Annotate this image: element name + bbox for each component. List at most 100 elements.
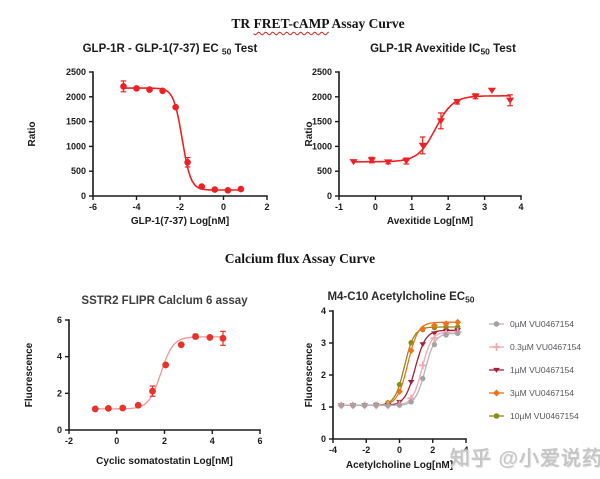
y-tick-label: 0	[327, 191, 332, 201]
y-tick-label: 2500	[66, 67, 86, 77]
data-point-marker	[408, 399, 414, 405]
data-point-marker	[407, 380, 415, 385]
x-axis-label: Cyclic somatostatin Log[nM]	[96, 456, 233, 467]
data-point-marker	[350, 402, 356, 409]
x-tick-label: -2	[65, 436, 73, 446]
x-tick-label: 2	[162, 436, 167, 446]
legend-entry: 3µM VU0467154	[489, 388, 574, 398]
legend-label: 0µM VU0467154	[510, 319, 574, 329]
fit-curve	[353, 95, 511, 163]
x-tick-label: -2	[362, 445, 370, 455]
y-tick-label: 2	[57, 388, 62, 398]
header-top-pre: TR	[231, 16, 254, 31]
series	[120, 80, 245, 194]
data-point-marker	[487, 87, 496, 94]
series	[338, 330, 461, 409]
data-point-marker	[219, 334, 227, 342]
x-tick-label: 1	[409, 202, 414, 212]
data-point-marker	[402, 158, 411, 165]
data-point-marker	[159, 87, 166, 95]
y-tick-label: 500	[71, 166, 86, 176]
y-tick-label: 4	[321, 306, 326, 316]
data-point-marker	[493, 367, 500, 373]
data-point-marker	[442, 320, 450, 328]
x-tick-label: 4	[518, 202, 523, 212]
data-point-marker	[420, 375, 426, 382]
data-point-marker	[338, 402, 345, 409]
data-point-marker	[91, 405, 99, 413]
data-point-marker	[418, 142, 427, 149]
y-tick-label: 2	[321, 370, 326, 380]
y-tick-label: 0	[81, 191, 86, 201]
y-tick-label: 1	[321, 402, 326, 412]
y-axis-label: Ratio	[304, 122, 315, 147]
legend-label: 3µM VU0467154	[510, 388, 574, 398]
y-tick-label: 6	[57, 315, 62, 325]
x-axis-label: Acetylcholine Log[nM]	[346, 460, 453, 471]
data-point-marker	[224, 186, 232, 194]
x-tick-label: -4	[329, 445, 337, 455]
data-point-marker	[104, 404, 112, 412]
data-point-marker	[419, 342, 427, 347]
x-tick-label: 2	[264, 202, 269, 212]
legend-entry: 0µM VU0467154	[489, 319, 574, 329]
data-point-marker	[120, 83, 127, 90]
section-header-tr-fret-camp: TR FRET-cAMP Assay Curve	[18, 16, 600, 32]
series	[91, 330, 227, 413]
data-point-marker	[146, 86, 153, 93]
data-point-marker	[198, 183, 206, 190]
y-tick-label: 4	[57, 352, 62, 362]
x-tick-label: 0	[397, 445, 402, 455]
legend-label: 0.3µM VU0467154	[510, 342, 581, 352]
legend-label: 1µM VU0467154	[510, 365, 574, 375]
data-point-marker	[431, 341, 438, 348]
data-point-marker	[493, 389, 500, 397]
legend-entry: 0.3µM VU0467154	[489, 342, 581, 352]
data-point-marker	[505, 97, 515, 104]
x-axis-label: GLP-1(7-37) Log[nM]	[131, 216, 229, 227]
data-point-marker	[367, 157, 376, 164]
series	[338, 324, 461, 409]
data-point-marker	[396, 388, 403, 396]
data-point-marker	[172, 103, 179, 111]
x-tick-label: 0	[221, 202, 226, 212]
data-point-marker	[149, 387, 156, 395]
y-tick-label: 0	[57, 425, 62, 435]
axes: 0 1 2 3 4 -4 -2 0 2 4	[321, 306, 469, 455]
y-tick-label: 1500	[312, 117, 332, 127]
data-point-marker	[454, 318, 462, 326]
data-point-marker	[237, 185, 245, 193]
data-point-marker	[206, 334, 214, 341]
y-tick-label: 1000	[66, 141, 86, 151]
x-tick-label: 4	[210, 436, 215, 446]
y-tick-label: 3	[321, 338, 326, 348]
data-point-marker	[396, 381, 403, 388]
data-point-marker	[384, 159, 393, 166]
section-header-calcium-flux: Calcium flux Assay Curve	[224, 251, 376, 266]
data-point-marker	[493, 413, 500, 419]
legend: 0µM VU0467154 0.3µM VU0467154 1µM VU046715…	[489, 319, 581, 421]
axes: 0 500 1000 1500 2000 2500 -6 -4 -2 0 2	[66, 67, 270, 212]
x-tick-label: 0	[114, 436, 119, 446]
data-point-marker	[385, 402, 391, 409]
data-point-marker	[361, 402, 368, 409]
watermark-zhihu: 知乎 @小爱说药	[450, 448, 600, 470]
series	[349, 87, 515, 166]
x-axis-label: Avexitide Log[nM]	[387, 216, 473, 227]
x-tick-label: 4	[463, 445, 468, 455]
data-point-marker	[453, 99, 462, 106]
data-point-marker	[349, 159, 358, 166]
x-tick-label: 3	[482, 202, 487, 212]
y-tick-label: 1500	[66, 117, 86, 127]
data-point-marker	[407, 347, 415, 355]
x-tick-label: 2	[446, 202, 451, 212]
x-tick-label: 0	[373, 202, 378, 212]
data-point-marker	[184, 158, 191, 166]
y-axis-label: Fluorescence	[304, 342, 315, 407]
fit-curve	[123, 87, 241, 191]
